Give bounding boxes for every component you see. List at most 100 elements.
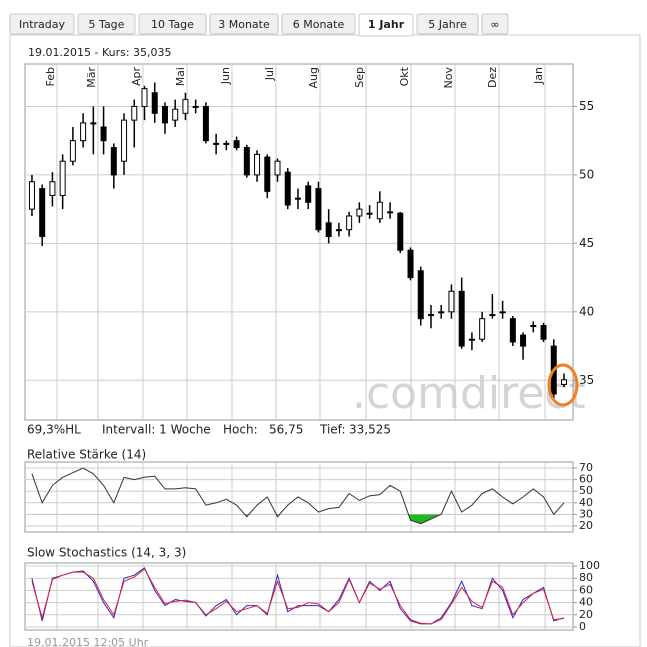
tab-label[interactable]: 3 Monate: [218, 18, 270, 31]
candle-body: [540, 325, 547, 340]
rsi-title: Relative Stärke (14): [27, 448, 146, 462]
high: 56,75: [269, 423, 303, 437]
tab-label[interactable]: 5 Jahre: [428, 18, 467, 31]
y-tick-label: 50: [579, 484, 593, 497]
candle-body: [284, 171, 291, 206]
interval: Intervall: 1 Woche: [102, 423, 211, 437]
tab-label[interactable]: 10 Tage: [151, 18, 194, 31]
candle-body: [468, 338, 475, 341]
y-tick-label: 60: [579, 473, 593, 486]
candle-body: [325, 222, 332, 238]
y-tick-label: 50: [579, 167, 594, 181]
y-tick-label: 70: [579, 461, 593, 474]
tab-label[interactable]: 5 Tage: [89, 18, 125, 31]
high-label: Hoch:: [223, 423, 258, 437]
x-tick-label: Aug: [307, 67, 320, 88]
candle-body: [202, 105, 209, 142]
candle-body: [182, 99, 189, 114]
candle-body: [489, 314, 496, 317]
tab[interactable]: [416, 13, 479, 35]
y-tick-label: 20: [579, 519, 593, 532]
range: 69,3%HL: [27, 423, 81, 437]
candle-body: [69, 140, 76, 162]
line: [31, 568, 565, 625]
candle-body: [397, 212, 404, 251]
x-tick-label: Sep: [353, 67, 366, 88]
tab[interactable]: [77, 13, 136, 35]
candle-body: [141, 88, 148, 107]
candle-body: [121, 119, 128, 162]
candle-body: [223, 142, 230, 145]
candle-body: [213, 142, 220, 145]
x-tick-label: Jul: [263, 67, 276, 81]
candle-body: [80, 122, 87, 142]
candle-body: [151, 92, 158, 114]
candle-body: [448, 290, 455, 313]
low: 33,525: [349, 423, 391, 437]
y-tick-label: 40: [579, 596, 593, 609]
candle-body: [100, 126, 107, 142]
candle-body: [294, 197, 301, 200]
candle-body: [161, 105, 168, 124]
tab[interactable]: [209, 13, 279, 35]
candle-body: [335, 229, 342, 232]
candle-body: [366, 212, 373, 215]
candle-body: [509, 318, 516, 343]
candle-body: [59, 160, 66, 196]
candle-body: [49, 181, 56, 196]
x-tick-label: Mai: [174, 67, 187, 86]
x-tick-label: Jun: [219, 67, 232, 85]
tab[interactable]: [9, 13, 75, 35]
plot-area: [24, 461, 574, 533]
plot-area: [24, 562, 574, 631]
candle-body: [233, 140, 240, 149]
candle-body: [28, 181, 35, 210]
candle-body: [387, 211, 394, 214]
tab-label[interactable]: ∞: [490, 18, 499, 31]
y-tick-label: 35: [579, 373, 594, 387]
candle-body: [499, 311, 506, 314]
timestamp: 19.01.2015 12:05 Uhr: [27, 636, 149, 647]
candle-body: [243, 147, 250, 176]
y-tick-label: 40: [579, 496, 593, 509]
candle-body: [110, 147, 117, 176]
x-tick-label: Nov: [442, 67, 455, 89]
candle-body: [479, 318, 486, 340]
tab[interactable]: [138, 13, 207, 35]
candle-body: [315, 188, 322, 231]
candle-body: [254, 153, 261, 176]
candle-body: [274, 160, 281, 176]
candle-body: [172, 108, 179, 121]
candle-body: [407, 249, 414, 279]
panel: [9, 34, 641, 647]
candle-body: [39, 188, 46, 238]
y-tick-label: 0: [579, 620, 586, 633]
tab-label[interactable]: Intraday: [19, 18, 66, 31]
tab[interactable]: [481, 13, 509, 35]
candle-body: [438, 311, 445, 314]
watermark: .comdirect: [352, 368, 586, 419]
tab-label[interactable]: 1 Jahr: [368, 18, 405, 31]
candle-body: [458, 290, 465, 347]
candle-body: [305, 185, 312, 203]
x-tick-label: Feb: [44, 67, 57, 86]
candle-body: [356, 208, 363, 217]
candle-body: [346, 215, 353, 231]
tab-label[interactable]: 6 Monate: [293, 18, 345, 31]
candle-body: [530, 325, 537, 328]
x-tick-label: Okt: [398, 66, 411, 86]
y-tick-label: 60: [579, 583, 593, 596]
y-tick-label: 100: [579, 559, 600, 572]
candle-body: [131, 105, 138, 121]
stoch-title: Slow Stochastics (14, 3, 3): [27, 546, 186, 560]
plot-area: [24, 63, 574, 421]
tab[interactable]: [358, 13, 414, 37]
line: [31, 467, 565, 525]
candle-body: [90, 122, 97, 125]
y-tick-label: 45: [579, 236, 594, 250]
candle-body: [520, 334, 527, 347]
tab[interactable]: [281, 13, 356, 35]
x-tick-label: Mär: [85, 67, 98, 88]
y-tick-label: 80: [579, 571, 593, 584]
highlight-circle: [547, 363, 579, 407]
